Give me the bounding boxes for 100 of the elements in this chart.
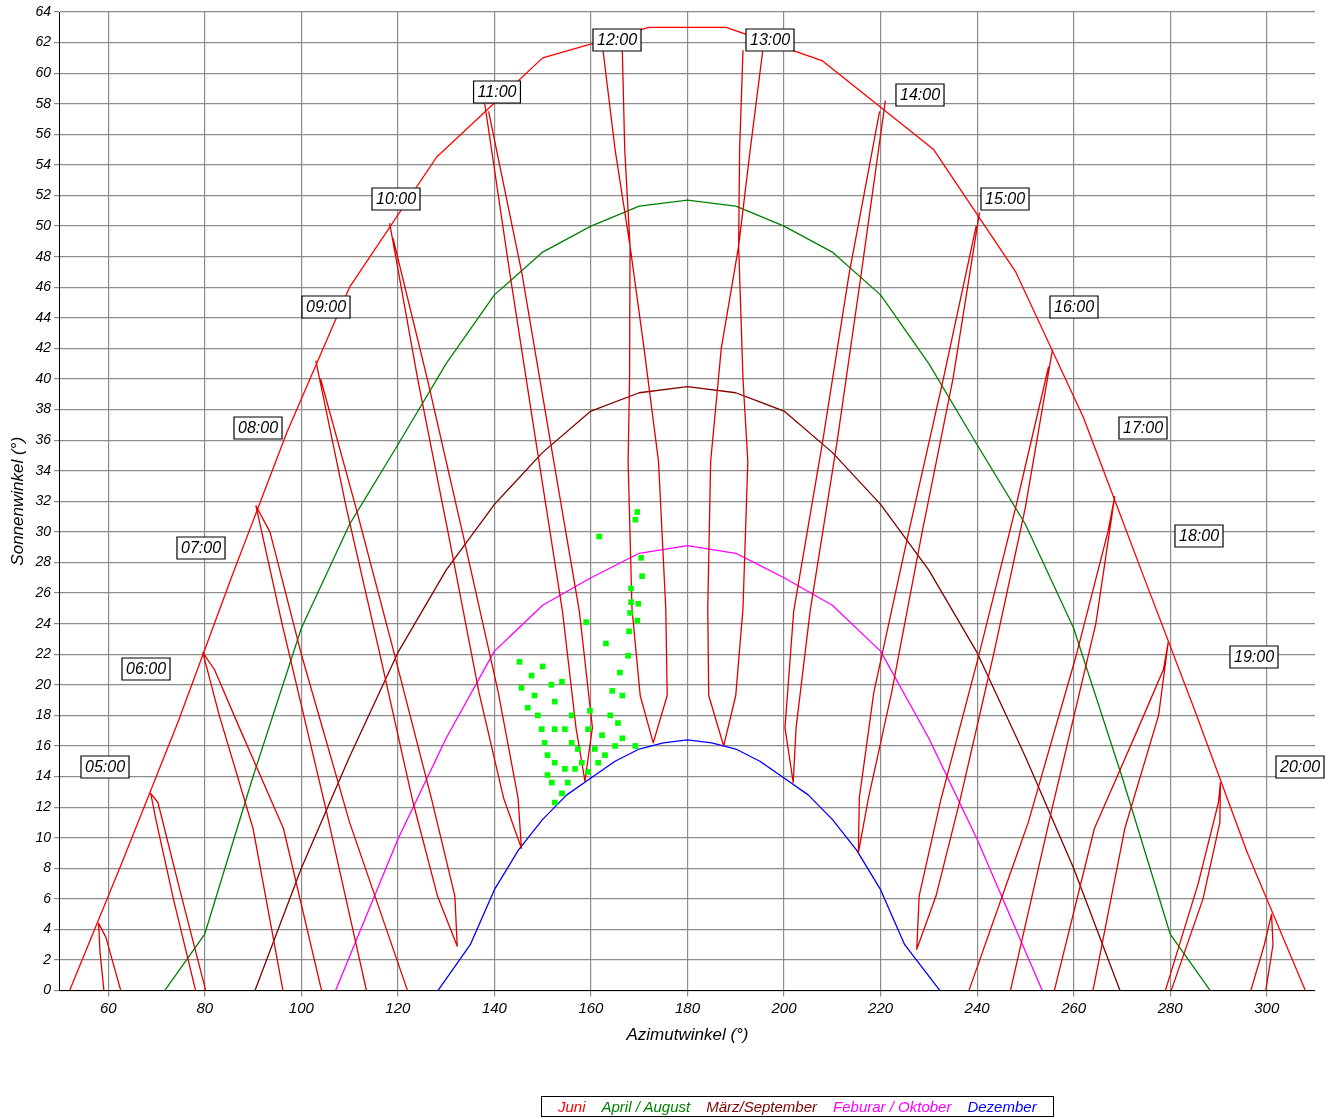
y-tick-label: 10 (35, 828, 52, 845)
point (612, 743, 618, 749)
annotation: 18:00 (1178, 527, 1220, 545)
point (595, 759, 602, 766)
text: April / August (601, 1098, 691, 1115)
y-tick-label: 42 (35, 339, 52, 356)
point (639, 573, 645, 580)
point (627, 610, 633, 616)
point (549, 779, 555, 786)
x-tick-label: 140 (481, 998, 508, 1016)
point (564, 779, 571, 786)
point (634, 617, 641, 624)
x-tick-label: 280 (1156, 998, 1184, 1016)
point (578, 759, 585, 766)
x-tick-label: 220 (867, 998, 894, 1016)
point (628, 585, 634, 592)
point (596, 533, 602, 540)
annotation: 13:00 (749, 31, 791, 49)
x-tick-label: 160 (578, 998, 605, 1016)
y-tick-label: 40 (35, 369, 52, 386)
point (562, 766, 568, 772)
y-axis-title: Sonnenwinkel (°) (7, 436, 27, 566)
point (562, 726, 568, 732)
point (568, 740, 575, 746)
point (559, 678, 565, 685)
point (602, 752, 608, 758)
x-tick-label: 60 (99, 998, 118, 1016)
point (625, 652, 631, 659)
y-tick-label: 0 (43, 981, 52, 998)
y-tick-label: 26 (34, 583, 52, 600)
x-tick-label: 100 (288, 998, 315, 1016)
annotation: 06:00 (125, 660, 167, 678)
y-tick-label: 46 (35, 278, 52, 295)
point (524, 704, 531, 711)
point (626, 628, 632, 635)
point (516, 659, 523, 665)
point (635, 600, 642, 607)
y-tick-label: 14 (35, 767, 52, 784)
point (607, 712, 614, 719)
point (632, 743, 639, 749)
y-tick-label: 28 (34, 553, 52, 570)
y-tick-label: 60 (35, 64, 52, 81)
annotation: 11:00 (477, 83, 517, 101)
y-tick-label: 4 (43, 920, 52, 937)
x-tick-label: 200 (770, 998, 798, 1016)
annotation: 08:00 (237, 419, 279, 437)
point (603, 640, 609, 647)
annotation: 05:00 (84, 758, 126, 776)
y-tick-label: 2 (42, 950, 52, 967)
annotation: 10:00 (375, 190, 417, 208)
annotation: 17:00 (1122, 419, 1164, 437)
point (585, 726, 591, 732)
text: März/September (706, 1098, 818, 1115)
annotation: 19:00 (1233, 648, 1275, 666)
point (583, 619, 589, 625)
y-tick-label: 34 (35, 461, 52, 478)
x-tick-label: 240 (963, 998, 991, 1016)
y-tick-label: 6 (43, 889, 52, 906)
y-tick-label: 52 (35, 186, 52, 203)
point (599, 732, 605, 739)
x-tick-label: 180 (674, 998, 701, 1016)
y-tick-label: 44 (35, 308, 52, 325)
x-tick-label: 80 (196, 998, 214, 1016)
text: Juni (557, 1098, 586, 1115)
y-tick-label: 24 (34, 614, 52, 631)
point (559, 790, 565, 797)
point (541, 740, 548, 746)
x-tick-label: 120 (385, 998, 412, 1016)
annotation: 15:00 (984, 190, 1026, 208)
point (539, 663, 546, 670)
y-tick-label: 32 (35, 492, 52, 509)
point (551, 698, 558, 705)
annotation: 16:00 (1053, 298, 1095, 316)
point (638, 555, 644, 561)
y-tick-label: 8 (43, 859, 52, 876)
y-tick-label: 30 (35, 522, 52, 539)
y-tick-label: 58 (35, 94, 52, 111)
point (575, 746, 581, 752)
point (551, 759, 558, 766)
y-tick-label: 50 (35, 216, 52, 233)
point (585, 769, 591, 775)
point (535, 712, 541, 719)
point (634, 509, 641, 515)
x-axis-title: Azimutwinkel (°) (625, 1024, 749, 1044)
x-tick-label: 260 (1060, 998, 1087, 1016)
point (628, 599, 634, 606)
point (615, 720, 621, 726)
point (617, 669, 623, 676)
point (544, 752, 551, 758)
y-tick-label: 36 (35, 431, 52, 448)
y-tick-label: 38 (35, 400, 52, 417)
point (619, 735, 626, 742)
text: Feburar / Oktober (833, 1098, 952, 1115)
point (587, 707, 593, 714)
point (572, 766, 578, 772)
point (591, 746, 598, 752)
annotation: 20:00 (1278, 758, 1321, 776)
annotation: 09:00 (305, 298, 347, 316)
y-tick-label: 48 (35, 247, 52, 264)
y-tick-label: 18 (35, 706, 52, 723)
